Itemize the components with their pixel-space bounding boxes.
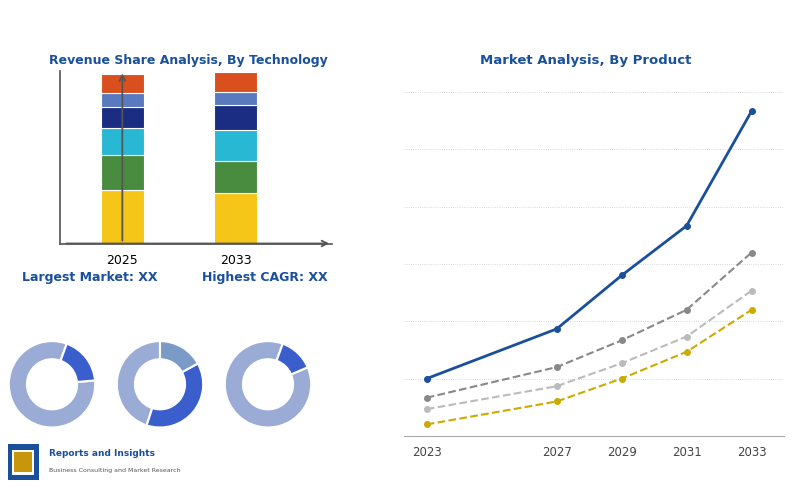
Text: Largest Market: XX: Largest Market: XX xyxy=(22,271,158,284)
Bar xyxy=(14,452,32,472)
Text: Reports and Insights: Reports and Insights xyxy=(49,450,155,458)
Text: Highest CAGR: XX: Highest CAGR: XX xyxy=(202,271,328,284)
Wedge shape xyxy=(117,341,160,425)
Bar xyxy=(101,74,144,94)
Text: Business Consulting and Market Research: Business Consulting and Market Research xyxy=(49,468,181,473)
Bar xyxy=(214,161,258,193)
Bar xyxy=(214,130,258,161)
Wedge shape xyxy=(160,341,198,372)
Bar xyxy=(101,94,144,107)
Bar xyxy=(12,450,34,475)
Wedge shape xyxy=(146,363,203,428)
Text: Revenue Share Analysis, By Technology: Revenue Share Analysis, By Technology xyxy=(49,55,327,67)
Bar xyxy=(101,107,144,128)
Bar xyxy=(214,73,258,92)
Text: GLOBAL LEAK DETECTION AND REPAIR MARKET SEGMENT ANALYSIS: GLOBAL LEAK DETECTION AND REPAIR MARKET … xyxy=(10,21,516,35)
Bar xyxy=(8,444,39,480)
Wedge shape xyxy=(9,341,95,428)
Text: Market Analysis, By Product: Market Analysis, By Product xyxy=(480,55,692,67)
Bar xyxy=(214,105,258,130)
Wedge shape xyxy=(277,344,308,375)
Bar xyxy=(101,155,144,189)
Bar xyxy=(101,189,144,244)
Bar xyxy=(214,193,258,244)
Bar xyxy=(214,92,258,105)
Bar xyxy=(101,128,144,155)
Wedge shape xyxy=(225,341,311,428)
Wedge shape xyxy=(61,344,95,382)
